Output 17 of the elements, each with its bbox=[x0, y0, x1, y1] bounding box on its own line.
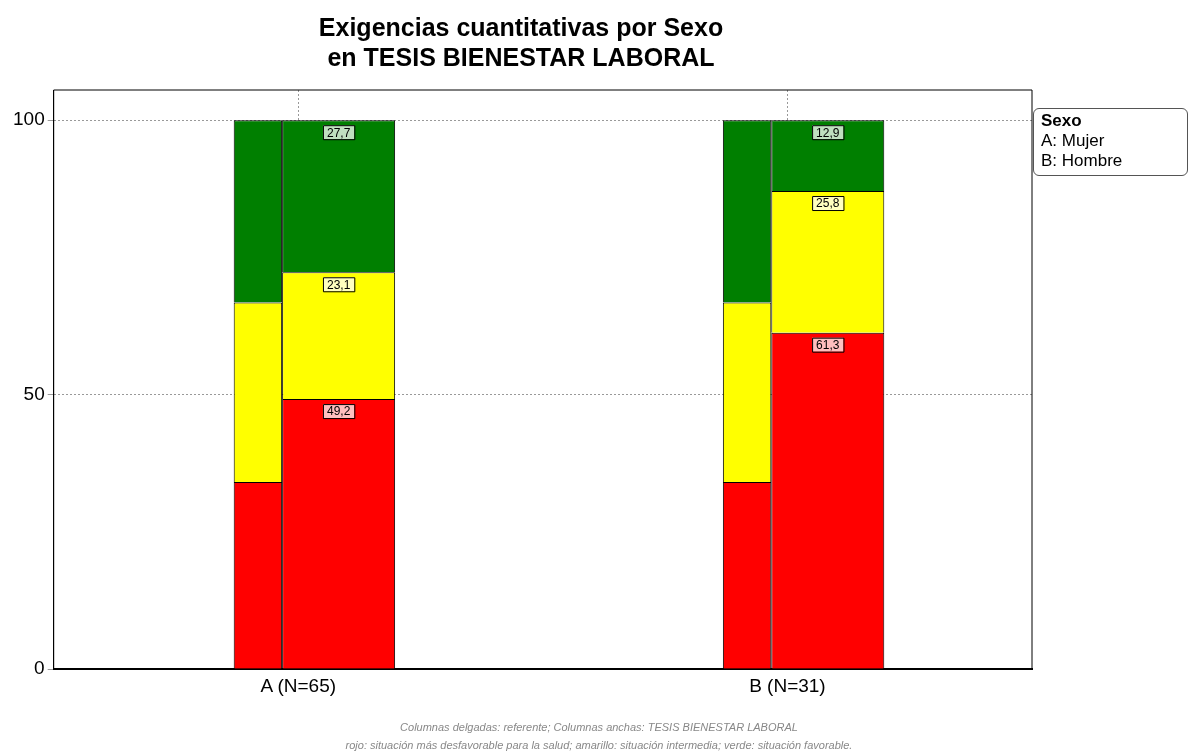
x-tick-label: A (N=65) bbox=[260, 674, 337, 696]
x-tick-label: B (N=31) bbox=[749, 674, 826, 696]
data-label: 27,7 bbox=[326, 125, 351, 140]
text: rojo: situación más desfavorable para la salud; amarillo: situación intermedia; verde: situación favorable. bbox=[344, 738, 854, 753]
chart-title: Exigencias cuantitativas por Sexo en TESIS BIENESTAR LABORAL bbox=[318, 12, 724, 71]
data-label: 12,9 bbox=[816, 125, 840, 140]
data-label: 23,1 bbox=[326, 277, 351, 292]
text: A: Mujer bbox=[1041, 131, 1106, 151]
y-tick-label: 50 bbox=[23, 382, 45, 404]
text: B: Hombre bbox=[1041, 151, 1124, 171]
text: Columnas delgadas: referente; Columnas anchas: TESIS BIENESTAR LABORAL bbox=[399, 720, 799, 735]
data-label: 61,3 bbox=[816, 337, 840, 352]
y-tick-label: 100 bbox=[13, 108, 45, 130]
y-tick-label: 0 bbox=[34, 657, 45, 679]
data-label: 25,8 bbox=[816, 196, 840, 211]
data-label: 49,2 bbox=[326, 404, 351, 419]
legend-title: Sexo bbox=[1041, 111, 1083, 131]
